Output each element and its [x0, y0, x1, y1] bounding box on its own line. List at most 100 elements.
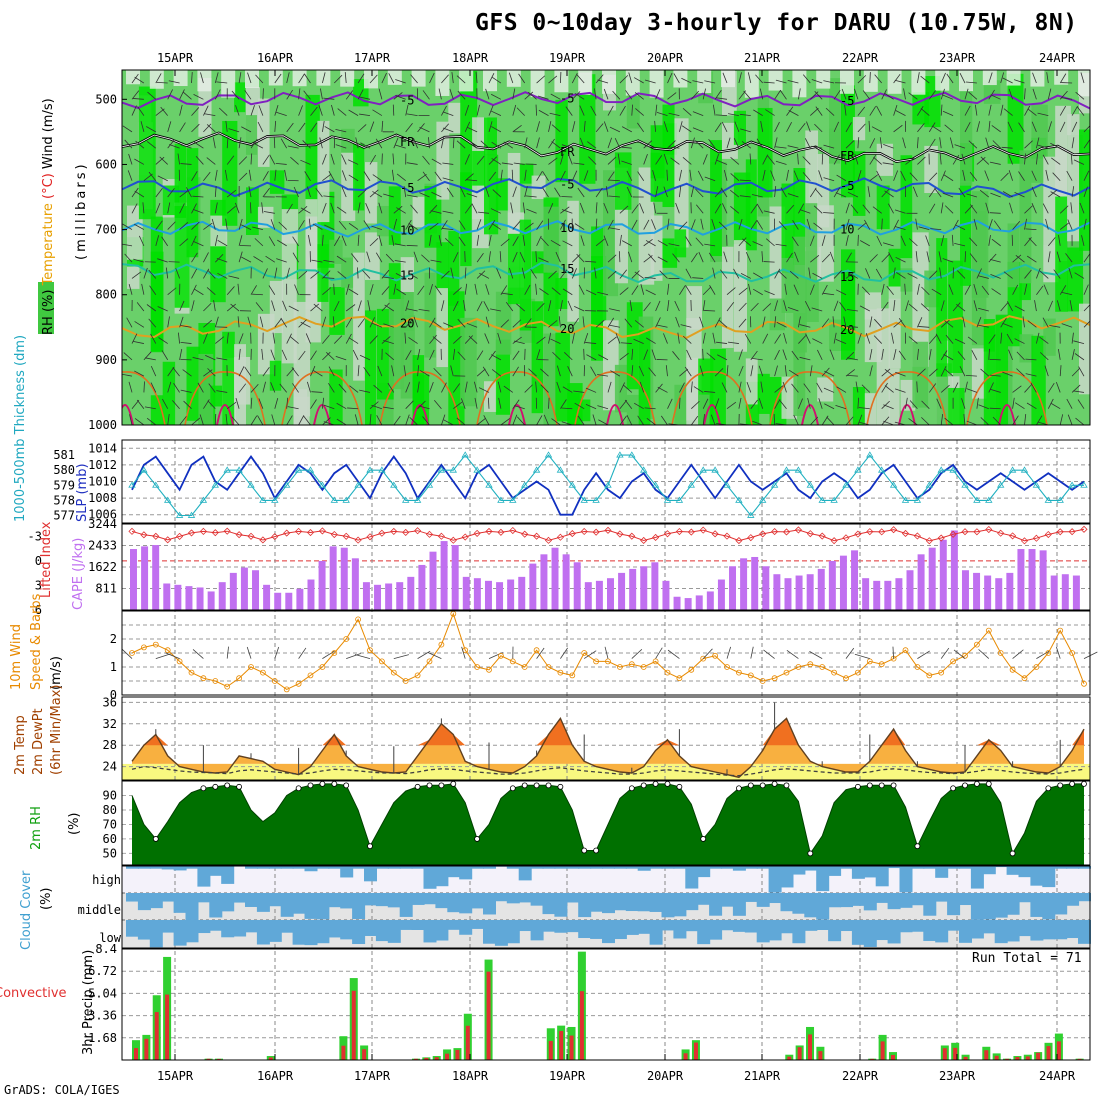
wind-barb — [845, 252, 852, 263]
wind-barb — [276, 258, 287, 263]
wind-barb — [417, 285, 425, 295]
cloud-cell — [471, 866, 485, 869]
wind-barb — [480, 140, 490, 149]
wind-barb — [738, 397, 742, 409]
wind-barb — [249, 202, 252, 214]
wind-barb — [720, 187, 728, 198]
wind-barb — [369, 414, 372, 425]
wind-barb — [692, 80, 704, 84]
rh-patch — [697, 70, 712, 94]
ylabel-part: (6hr Min/Max) — [49, 685, 64, 775]
slp-tick-label: 1008 — [88, 491, 117, 505]
wind-barb — [909, 172, 918, 182]
wind-barb — [405, 382, 411, 393]
wind-barb — [833, 187, 841, 198]
cape-bar — [729, 566, 737, 610]
wind-barb — [180, 341, 192, 344]
wind-speed-point — [819, 664, 826, 670]
cloud-cell — [697, 893, 711, 905]
wind-barb — [131, 271, 142, 279]
wind-barb — [809, 651, 823, 659]
li-marker — [1056, 528, 1064, 536]
wind-barb — [988, 348, 990, 360]
rh-patch — [269, 360, 282, 391]
thickness-marker — [877, 466, 886, 473]
cloud-cell — [816, 920, 830, 930]
rh-patch — [603, 320, 619, 411]
wind-barb — [443, 322, 454, 328]
rh-patch — [721, 70, 735, 88]
thickness-marker — [699, 466, 707, 473]
wind-barb — [551, 418, 561, 425]
wind-barb — [784, 365, 787, 377]
wind-barb — [917, 137, 919, 149]
wind-barb — [929, 172, 938, 182]
wind-barb — [712, 332, 716, 344]
thickness-line — [131, 454, 1084, 517]
rh-patch — [543, 333, 556, 425]
wind-barb — [323, 277, 335, 279]
thickness-marker — [532, 466, 541, 473]
wind-barb — [122, 223, 133, 230]
wind-barb — [631, 270, 640, 279]
wind-barb — [512, 366, 519, 377]
wind-barb — [573, 162, 585, 165]
cloud-cell — [935, 893, 949, 902]
wind-barb — [821, 318, 830, 328]
cloud-cell — [911, 866, 925, 869]
wind-barb — [756, 203, 764, 214]
cloud-cell — [1006, 920, 1020, 942]
wind-barb — [626, 414, 633, 425]
cape-bar — [917, 554, 925, 610]
cloud-cell — [530, 893, 544, 906]
wind-barb — [774, 137, 778, 149]
wind-barb — [238, 172, 248, 182]
wind-barb — [357, 189, 367, 198]
wind-barb — [214, 72, 219, 84]
wind-barb — [818, 170, 823, 181]
wind-barb — [648, 367, 656, 377]
wind-barb — [136, 302, 145, 312]
wind-barb — [244, 366, 252, 377]
wind-barb — [168, 261, 180, 263]
wind-barb — [474, 397, 478, 409]
wind-barb — [191, 284, 197, 295]
wind-barb — [131, 90, 140, 100]
wind-barb — [607, 219, 614, 230]
wind-barb — [464, 381, 468, 393]
rh-point — [783, 782, 790, 789]
wind-barb — [381, 120, 384, 132]
wind-barb — [179, 190, 189, 198]
wind-barb — [917, 348, 919, 360]
wind-barb — [743, 90, 752, 100]
wind-barb — [774, 385, 784, 393]
cloud-cell — [435, 866, 449, 887]
wind-barb — [609, 308, 620, 312]
wind-speed-point — [878, 661, 885, 668]
wind-speed-point — [985, 627, 992, 634]
wind-barb — [712, 267, 716, 279]
contour-line — [866, 371, 948, 425]
wind-barb — [779, 90, 787, 100]
wind-barb — [385, 352, 395, 361]
thickness-marker — [271, 496, 279, 503]
thickness-marker — [1056, 496, 1064, 503]
wind-barb — [750, 399, 758, 409]
wind-barb — [304, 171, 311, 181]
cape-bar — [784, 578, 792, 610]
wind-barb — [873, 156, 882, 165]
cloud-cell — [780, 866, 794, 888]
wind-barb — [907, 273, 918, 279]
wind-barb — [548, 75, 558, 84]
wind-barb — [628, 72, 633, 84]
wind-barb — [690, 137, 695, 149]
wind-barb — [894, 209, 906, 214]
wind-barb — [226, 332, 229, 344]
wind-barb — [1055, 381, 1061, 393]
wind-barb — [556, 365, 561, 377]
wind-barb — [536, 171, 543, 181]
wind-barb — [988, 72, 993, 84]
wind-barb — [172, 367, 180, 377]
wind-barb — [478, 387, 490, 393]
wind-barb — [490, 208, 502, 214]
